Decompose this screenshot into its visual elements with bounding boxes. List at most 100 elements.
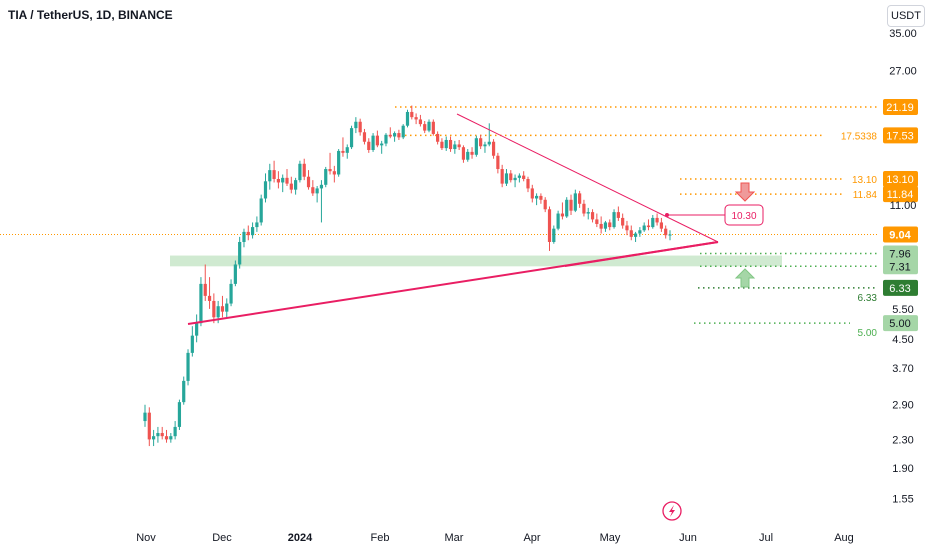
candle-body xyxy=(608,222,612,228)
price-tick-label: 3.70 xyxy=(892,363,913,375)
price-tick-label: 2.30 xyxy=(892,434,913,446)
candle-body xyxy=(401,125,405,138)
candle-body xyxy=(586,212,590,214)
candle-body xyxy=(328,169,332,172)
candle-body xyxy=(668,234,672,236)
candle-body xyxy=(526,178,530,189)
candle-body xyxy=(405,111,410,126)
candle-body xyxy=(362,132,367,142)
last-price-label: 9.04 xyxy=(889,230,911,242)
candle-body xyxy=(358,121,362,133)
candle-body xyxy=(169,436,173,440)
candle-body xyxy=(220,306,225,312)
candle-body xyxy=(491,141,496,156)
candle-body xyxy=(487,141,491,145)
currency-button[interactable]: USDT xyxy=(887,5,925,27)
candle-body xyxy=(285,177,289,184)
down-arrow-icon xyxy=(734,182,756,202)
price-tag xyxy=(883,279,918,296)
trendlines xyxy=(187,113,719,325)
candle-body xyxy=(250,227,255,236)
callout-box xyxy=(724,204,764,226)
time-tick-label: Jun xyxy=(679,532,697,544)
candle-body xyxy=(638,230,642,234)
candle-body xyxy=(522,175,526,179)
candle-body xyxy=(612,212,616,228)
candle-body xyxy=(651,217,655,228)
level-label-1: 17.5338 xyxy=(841,131,878,142)
candle-body xyxy=(238,241,242,265)
candle-body xyxy=(380,143,384,146)
price-tag-label: 17.53 xyxy=(886,130,914,142)
candle-body xyxy=(616,212,620,218)
candle-body xyxy=(152,436,156,440)
price-tag xyxy=(883,99,918,115)
candle-body xyxy=(569,199,573,211)
candle-body xyxy=(556,213,560,229)
candle-body xyxy=(573,193,577,211)
candle-body xyxy=(664,228,668,236)
lower-triangle-line xyxy=(564,241,719,267)
candle-body xyxy=(578,193,582,204)
candle-body xyxy=(431,121,435,134)
candle-body xyxy=(177,402,182,427)
level-label-2: 13.10 xyxy=(852,175,877,186)
candle-body xyxy=(207,295,212,301)
candle-body xyxy=(311,187,315,194)
candle-body xyxy=(246,231,250,236)
candle-body xyxy=(315,188,319,194)
annotations: 10.30 xyxy=(662,182,764,521)
price-tag-label: 11.84 xyxy=(887,189,914,201)
candle-body xyxy=(337,150,341,175)
candle-body xyxy=(160,433,164,437)
candle-body xyxy=(590,212,595,220)
candle-body xyxy=(199,283,203,324)
time-tick-label: 2024 xyxy=(288,532,313,544)
candle-body xyxy=(625,225,629,231)
time-tick-label: Aug xyxy=(834,532,854,544)
candle-body xyxy=(603,222,608,229)
level-label-6: 6.33 xyxy=(858,293,878,304)
candle-body xyxy=(530,188,534,199)
candle-body xyxy=(440,141,444,149)
price-tick-label: 4.50 xyxy=(892,334,913,346)
chart-title: TIA / TetherUS, 1D, BINANCE xyxy=(8,8,173,22)
candle-body xyxy=(397,133,401,138)
price-tag-label: 7.96 xyxy=(889,249,910,261)
price-tick-label: 35.00 xyxy=(889,28,917,40)
candle-body xyxy=(513,177,517,181)
candle-body xyxy=(565,199,569,217)
price-tag-label: 5.00 xyxy=(889,318,910,330)
candle-body xyxy=(517,175,521,178)
candle-body xyxy=(448,139,453,150)
candle-body xyxy=(332,171,336,175)
price-tag-label: 21.19 xyxy=(886,102,914,114)
candle-body xyxy=(388,134,392,137)
candle-body xyxy=(216,306,220,318)
candle-body xyxy=(621,217,625,226)
price-tag-label: 13.10 xyxy=(886,174,914,186)
level-label-7: 5.00 xyxy=(858,328,878,339)
candle-body xyxy=(375,135,379,146)
time-axis[interactable]: Nov Dec 2024 Feb Mar Apr May Jun Jul Aug xyxy=(136,532,854,544)
candle-body xyxy=(384,134,388,144)
candle-body xyxy=(599,223,603,229)
callout-dot xyxy=(665,213,669,217)
candle-body xyxy=(147,412,151,440)
candle-body xyxy=(367,141,371,150)
candle-body xyxy=(479,138,483,147)
candle-body xyxy=(418,119,423,125)
candles xyxy=(143,105,672,447)
price-tick-label: 27.00 xyxy=(889,66,917,78)
price-tag xyxy=(883,186,918,203)
candle-body xyxy=(345,147,349,153)
time-tick-label: Nov xyxy=(136,532,156,544)
candle-body xyxy=(242,231,246,242)
price-tag xyxy=(883,245,918,262)
candle-body xyxy=(268,170,272,182)
candle-body xyxy=(255,222,259,228)
lightning-icon-bolt xyxy=(669,505,675,517)
candle-body xyxy=(164,436,169,440)
